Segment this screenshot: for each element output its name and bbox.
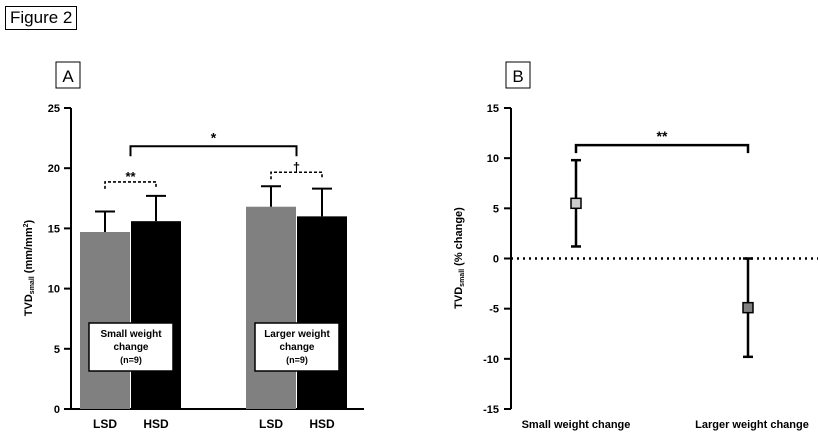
panel-b-y-tick-label: -15 bbox=[483, 404, 499, 416]
panel-a-group-box-text: Small weight bbox=[100, 329, 162, 340]
panel-b-y-tick-label: 15 bbox=[487, 103, 499, 115]
panel-a-bar bbox=[80, 232, 130, 409]
panel-a-group-box-text: (n=9) bbox=[286, 355, 308, 365]
panel-a-group-significance: ** bbox=[125, 169, 136, 184]
panel-b-x-tick-label: Larger weight change bbox=[695, 419, 809, 431]
panel-b-label: B bbox=[512, 67, 523, 86]
panel-a-y-tick-label: 20 bbox=[48, 163, 60, 175]
panel-a: A TVDsmall (mm/mm2) 0 5 10 15 20 25 LSD HSD ** S… bbox=[23, 61, 364, 431]
panel-a-group-bracket bbox=[104, 181, 157, 189]
panel-a-y-tick-label: 10 bbox=[48, 284, 60, 296]
panel-b-significance-bracket bbox=[574, 143, 750, 154]
panel-a-group-box-text: change bbox=[113, 342, 148, 353]
panel-a-group-box-text: (n=9) bbox=[120, 355, 142, 365]
panel-a-y-axis-title: TVDsmall (mm/mm2) bbox=[23, 219, 36, 316]
panel-a-x-tick-label: LSD bbox=[93, 417, 117, 431]
panel-a-label: A bbox=[62, 67, 74, 86]
panel-b-y-tick-label: -5 bbox=[489, 304, 499, 316]
panel-b-x-tick-label: Small weight change bbox=[522, 419, 631, 431]
panel-a-group-box-text: Larger weight bbox=[264, 329, 330, 340]
panel-b-y-tick-label: 0 bbox=[493, 254, 499, 266]
panel-a-y-tick-label: 25 bbox=[48, 103, 60, 115]
panel-a-x-tick-label: LSD bbox=[259, 417, 283, 431]
panel-a-bar bbox=[297, 216, 347, 409]
panel-b-point bbox=[570, 197, 582, 210]
panel-b-y-axis-title: TVDsmall (% change) bbox=[453, 207, 466, 309]
panel-a-label-box bbox=[55, 61, 81, 89]
panel-a-y-tick-label: 15 bbox=[48, 223, 60, 235]
panel-a-x-tick-label: HSD bbox=[309, 417, 335, 431]
panel-a-between-significance: * bbox=[211, 129, 217, 145]
panel-a-bar bbox=[131, 221, 181, 409]
panel-a-group-bracket bbox=[270, 171, 323, 180]
figure-label: Figure 2 bbox=[5, 6, 78, 30]
panel-a-y-tick-label: 0 bbox=[54, 404, 60, 416]
panel-a-group-box-text: change bbox=[279, 342, 314, 353]
panel-b-label-box bbox=[505, 61, 531, 89]
panel-a-bar bbox=[246, 206, 296, 409]
panel-a-x-tick-label: HSD bbox=[143, 417, 169, 431]
panel-a-group-box bbox=[254, 322, 340, 372]
panel-a-group-significance: † bbox=[293, 159, 300, 174]
panel-b-y-tick-label: -10 bbox=[483, 354, 499, 366]
panel-b-point bbox=[742, 301, 754, 314]
panel-b-y-tick-label: 5 bbox=[493, 203, 499, 215]
panel-b-y-tick-label: 10 bbox=[487, 153, 499, 165]
panel-a-between-bracket bbox=[129, 145, 298, 157]
panel-b-significance: ** bbox=[657, 128, 668, 144]
panel-a-y-tick-label: 5 bbox=[54, 344, 60, 356]
panel-b: B TVDsmall (% change) -15 -10 -5 0 5 10 15 Sma… bbox=[453, 61, 818, 431]
panel-a-group-box bbox=[88, 322, 174, 372]
